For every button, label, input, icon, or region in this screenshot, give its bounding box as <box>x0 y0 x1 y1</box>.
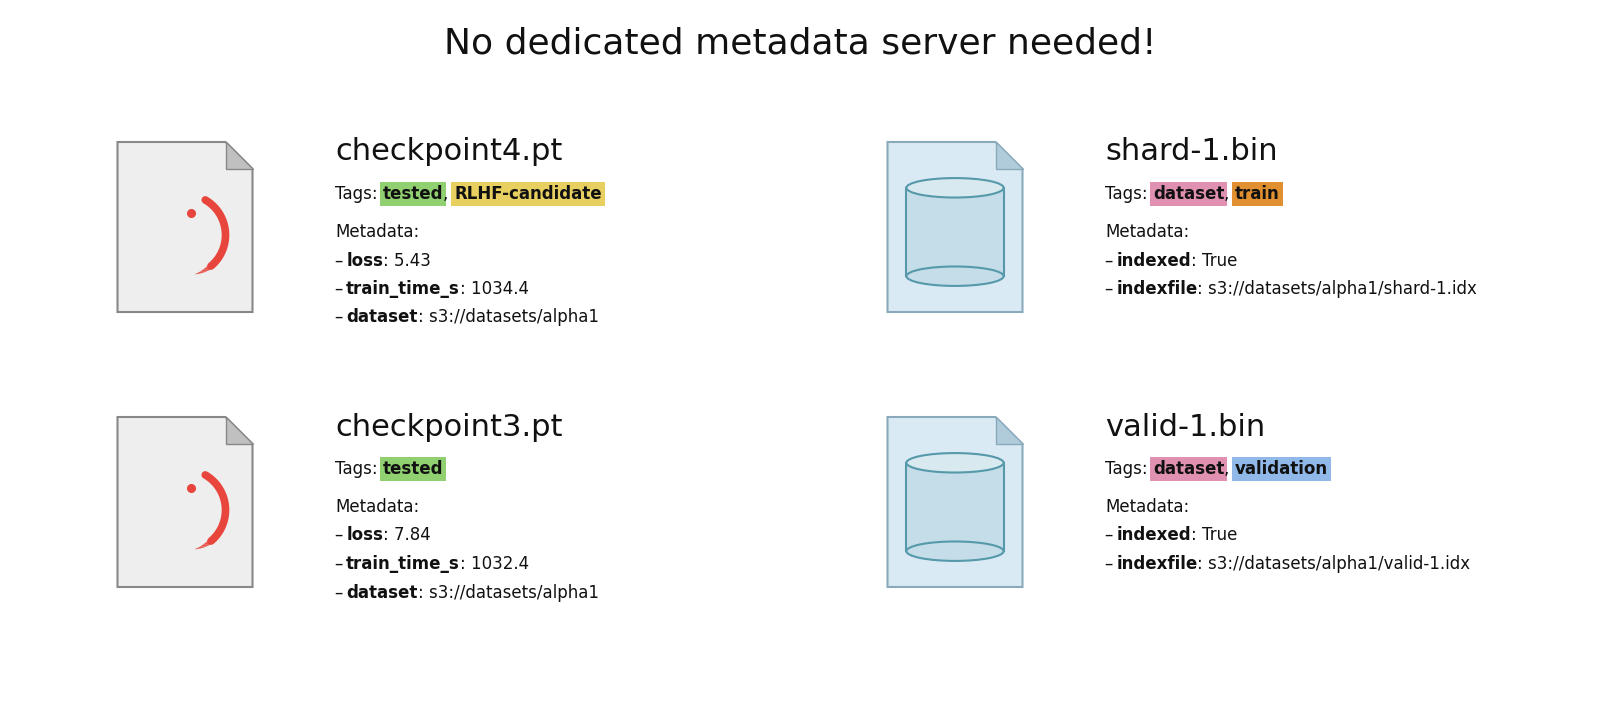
Polygon shape <box>906 188 1003 276</box>
Text: Tags:: Tags: <box>334 185 382 203</box>
Polygon shape <box>995 417 1022 444</box>
Text: –: – <box>334 555 349 573</box>
Text: loss: loss <box>346 526 382 545</box>
Text: -: - <box>1106 526 1117 545</box>
Text: : 7.84: : 7.84 <box>382 526 430 545</box>
Text: –: – <box>334 526 349 545</box>
Text: indexed: indexed <box>1117 526 1190 545</box>
Polygon shape <box>226 417 253 444</box>
Text: checkpoint4.pt: checkpoint4.pt <box>334 137 562 167</box>
Text: : s3://datasets/alpha1/shard-1.idx: : s3://datasets/alpha1/shard-1.idx <box>1197 280 1477 298</box>
Text: : s3://datasets/alpha1: : s3://datasets/alpha1 <box>418 308 598 327</box>
Text: -: - <box>334 280 346 298</box>
Text: -: - <box>334 526 346 545</box>
Text: -: - <box>334 584 346 602</box>
Text: checkpoint3.pt: checkpoint3.pt <box>334 412 563 441</box>
Text: : s3://datasets/alpha1/valid-1.idx: : s3://datasets/alpha1/valid-1.idx <box>1197 555 1470 573</box>
Text: train_time_s: train_time_s <box>346 555 459 573</box>
Polygon shape <box>226 142 253 169</box>
Text: ,: , <box>1224 460 1235 478</box>
Text: Metadata:: Metadata: <box>334 223 419 241</box>
Text: Metadata:: Metadata: <box>1106 223 1189 241</box>
Polygon shape <box>117 142 253 312</box>
Text: –: – <box>1106 251 1118 270</box>
Text: –: – <box>1106 555 1118 573</box>
Text: dataset: dataset <box>346 308 418 327</box>
Text: –: – <box>334 308 349 327</box>
Text: : s3://datasets/alpha1: : s3://datasets/alpha1 <box>418 584 598 602</box>
Text: –: – <box>334 280 349 298</box>
Text: train_time_s: train_time_s <box>346 280 459 298</box>
Text: Tags:: Tags: <box>1106 185 1154 203</box>
Text: Metadata:: Metadata: <box>334 498 419 516</box>
Text: -: - <box>334 251 346 270</box>
Text: Metadata:: Metadata: <box>1106 498 1189 516</box>
Text: -: - <box>334 555 346 573</box>
Ellipse shape <box>907 541 1003 561</box>
Text: valid-1.bin: valid-1.bin <box>1106 412 1266 441</box>
Ellipse shape <box>907 266 1003 286</box>
Text: -: - <box>1106 555 1117 573</box>
Text: –: – <box>1106 526 1118 545</box>
Polygon shape <box>995 142 1022 169</box>
Text: dataset: dataset <box>346 584 418 602</box>
Text: loss: loss <box>346 251 382 270</box>
Text: : True: : True <box>1190 251 1237 270</box>
Text: indexfile: indexfile <box>1117 280 1197 298</box>
Polygon shape <box>117 417 253 587</box>
Text: Tags:: Tags: <box>334 460 382 478</box>
Text: train: train <box>1235 185 1280 203</box>
Text: : 1032.4: : 1032.4 <box>459 555 530 573</box>
Text: No dedicated metadata server needed!: No dedicated metadata server needed! <box>443 27 1157 61</box>
Text: ,: , <box>443 185 454 203</box>
Ellipse shape <box>907 453 1003 473</box>
Text: : 5.43: : 5.43 <box>382 251 430 270</box>
Text: shard-1.bin: shard-1.bin <box>1106 137 1278 167</box>
Text: dataset: dataset <box>1154 460 1224 478</box>
Text: dataset: dataset <box>1154 185 1224 203</box>
Text: indexfile: indexfile <box>1117 555 1197 573</box>
Text: Tags:: Tags: <box>1106 460 1154 478</box>
Ellipse shape <box>907 178 1003 197</box>
Text: validation: validation <box>1235 460 1328 478</box>
Text: : 1034.4: : 1034.4 <box>459 280 530 298</box>
Text: -: - <box>334 308 346 327</box>
Text: -: - <box>1106 280 1117 298</box>
Text: tested: tested <box>382 185 443 203</box>
Polygon shape <box>888 417 1022 587</box>
Text: RLHF-candidate: RLHF-candidate <box>454 185 602 203</box>
Text: –: – <box>334 584 349 602</box>
Polygon shape <box>906 463 1003 551</box>
Text: indexed: indexed <box>1117 251 1190 270</box>
Text: –: – <box>334 251 349 270</box>
Text: : True: : True <box>1190 526 1237 545</box>
Text: ,: , <box>1224 185 1235 203</box>
Polygon shape <box>888 142 1022 312</box>
Text: -: - <box>1106 251 1117 270</box>
Text: tested: tested <box>382 460 443 478</box>
Text: –: – <box>1106 280 1118 298</box>
